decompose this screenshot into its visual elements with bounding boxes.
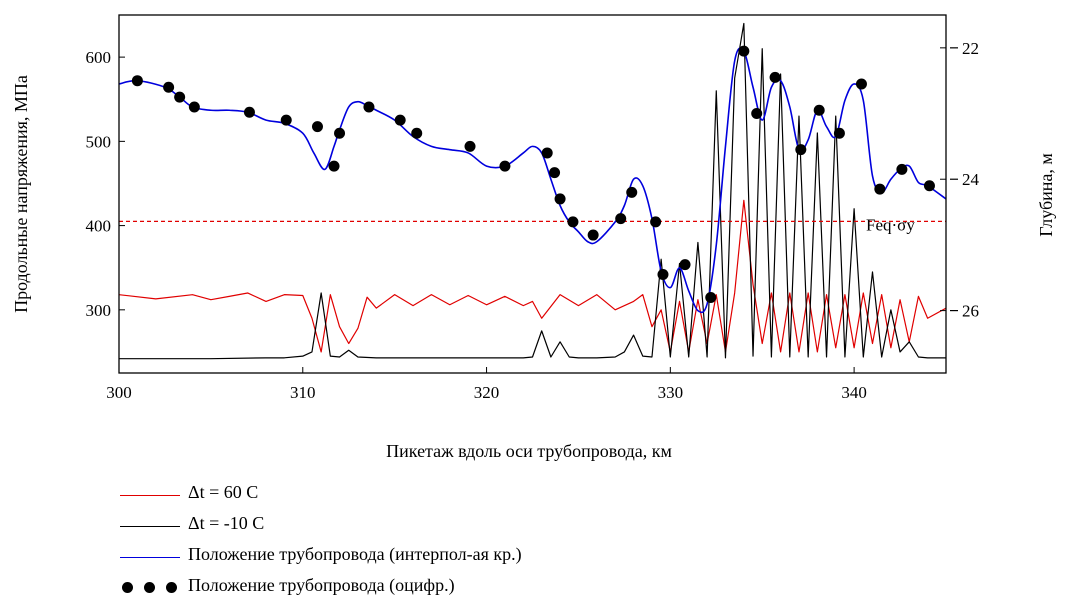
data-point-digitized-3 xyxy=(188,101,200,113)
data-point-digitized-34 xyxy=(923,180,935,192)
data-point-digitized-20 xyxy=(626,186,638,198)
data-point-digitized-10 xyxy=(394,114,406,126)
data-point-digitized-30 xyxy=(833,127,845,139)
x-tick-label: 300 xyxy=(106,383,132,402)
y-tick-label: 500 xyxy=(86,132,112,151)
legend-label: Положение трубопровода (оцифр.) xyxy=(188,575,455,595)
y-axis-label: Продольные напряжения, МПа xyxy=(11,75,31,313)
y-tick-label: 300 xyxy=(86,301,112,320)
data-point-digitized-26 xyxy=(751,108,763,120)
data-point-digitized-17 xyxy=(567,216,579,228)
data-point-digitized-25 xyxy=(738,45,750,57)
data-point-digitized-15 xyxy=(549,167,561,179)
legend-swatch-black-line xyxy=(120,526,180,527)
y2-axis-ticks: 22 24 26 xyxy=(940,39,980,321)
y2-tick-label: 24 xyxy=(962,170,980,189)
legend-label: Δt = -10 C xyxy=(188,513,265,533)
y2-tick-label: 22 xyxy=(962,39,979,58)
legend-swatch-blue-line xyxy=(120,557,180,558)
x-tick-label: 330 xyxy=(658,383,684,402)
data-point-digitized-21 xyxy=(650,216,662,228)
x-tick-label: 310 xyxy=(290,383,316,402)
data-point-digitized-9 xyxy=(363,101,375,113)
y-tick-label: 600 xyxy=(86,48,112,67)
data-point-digitized-24 xyxy=(705,291,717,303)
x-tick-label: 340 xyxy=(841,383,867,402)
threshold-label: Feq·σy xyxy=(866,215,915,234)
data-point-digitized-13 xyxy=(499,160,511,172)
x-axis-ticks: 300 310 320 330 340 xyxy=(106,367,867,402)
data-point-digitized-23 xyxy=(679,259,691,271)
data-point-digitized-31 xyxy=(855,78,867,90)
data-point-digitized-27 xyxy=(769,71,781,83)
data-point-digitized-33 xyxy=(896,163,908,175)
data-point-digitized-12 xyxy=(464,140,476,152)
plot-frame xyxy=(118,14,947,374)
data-point-digitized-16 xyxy=(554,193,566,205)
marker-layer xyxy=(131,45,935,303)
series-line-0 xyxy=(119,199,946,353)
y-tick-label: 400 xyxy=(86,217,112,236)
data-point-digitized-2 xyxy=(174,91,186,103)
y2-tick-label: 26 xyxy=(962,302,979,321)
x-tick-label: 320 xyxy=(474,383,500,402)
data-point-digitized-1 xyxy=(163,81,175,93)
series-line-1 xyxy=(119,22,946,360)
legend-label: Положение трубопровода (интерпол-ая кр.) xyxy=(188,544,522,564)
series-line-2 xyxy=(119,47,946,314)
legend-swatch-red-line xyxy=(120,495,180,496)
legend-swatch-dots xyxy=(122,582,182,594)
data-point-digitized-0 xyxy=(131,75,143,87)
data-point-digitized-29 xyxy=(813,104,825,116)
series-layer xyxy=(119,22,946,360)
data-point-digitized-14 xyxy=(541,147,553,159)
data-point-digitized-7 xyxy=(328,160,340,172)
data-point-digitized-18 xyxy=(587,229,599,241)
data-point-digitized-32 xyxy=(874,183,886,195)
data-point-digitized-6 xyxy=(311,121,323,133)
data-point-digitized-19 xyxy=(615,213,627,225)
data-point-digitized-4 xyxy=(243,106,255,118)
y-axis-ticks: 300 400 500 600 xyxy=(86,48,125,320)
y2-axis-label: Глубина, м xyxy=(1036,153,1056,237)
data-point-digitized-22 xyxy=(657,268,669,280)
data-point-digitized-11 xyxy=(411,127,423,139)
data-point-digitized-8 xyxy=(334,127,346,139)
x-axis-label: Пикетаж вдоль оси трубопровода, км xyxy=(386,441,672,461)
legend-label: Δt = 60 C xyxy=(188,482,259,502)
data-point-digitized-28 xyxy=(795,144,807,156)
data-point-digitized-5 xyxy=(280,114,292,126)
